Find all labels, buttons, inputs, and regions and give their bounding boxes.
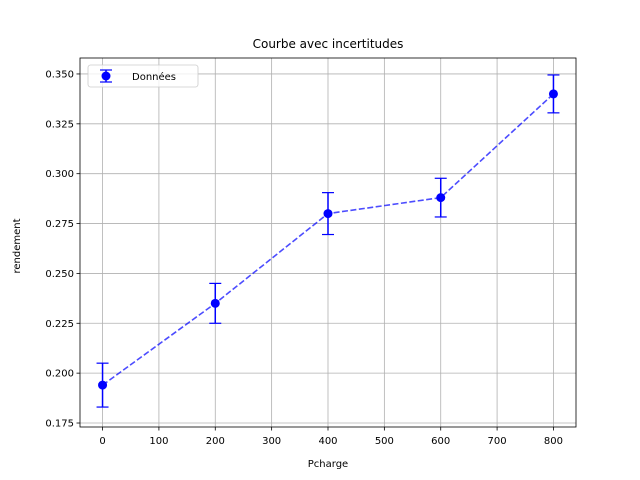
legend-box [87, 64, 199, 88]
x-tick-label-2: 200 [206, 436, 225, 447]
data-point-4 [548, 89, 558, 99]
y-axis-label: rendement [12, 218, 23, 273]
y-tick-label-3: 0.250 [45, 269, 74, 280]
x-tick-label-4: 400 [318, 436, 337, 447]
x-tick-label-1: 100 [149, 436, 168, 447]
x-tick-label-5: 500 [375, 436, 394, 447]
y-tick-label-1: 0.200 [45, 369, 74, 380]
legend-marker [101, 71, 111, 81]
x-axis-label: Pcharge [308, 459, 348, 470]
data-point-2 [323, 209, 333, 219]
chart-title: Courbe avec incertitudes [253, 37, 404, 51]
y-tick-label-7: 0.350 [45, 69, 74, 80]
y-tick-label-0: 0.175 [45, 419, 74, 430]
x-tick-label-7: 700 [488, 436, 507, 447]
data-point-3 [436, 193, 446, 203]
legend-label: Données [132, 71, 176, 83]
y-tick-label-5: 0.300 [45, 169, 74, 180]
y-tick-label-4: 0.275 [45, 219, 74, 230]
y-tick-label-6: 0.325 [45, 119, 74, 130]
data-point-1 [210, 298, 220, 308]
plot-area: 0 100 200 300 400 500 600 700 800 0.175 0.200 0.225… [45, 57, 577, 447]
data-point-0 [98, 380, 108, 390]
x-tick-label-3: 300 [262, 436, 281, 447]
y-tick-label-2: 0.225 [45, 319, 74, 330]
x-tick-label-8: 800 [544, 436, 563, 447]
x-tick-label-6: 600 [431, 436, 450, 447]
x-tick-label-0: 0 [99, 436, 105, 447]
